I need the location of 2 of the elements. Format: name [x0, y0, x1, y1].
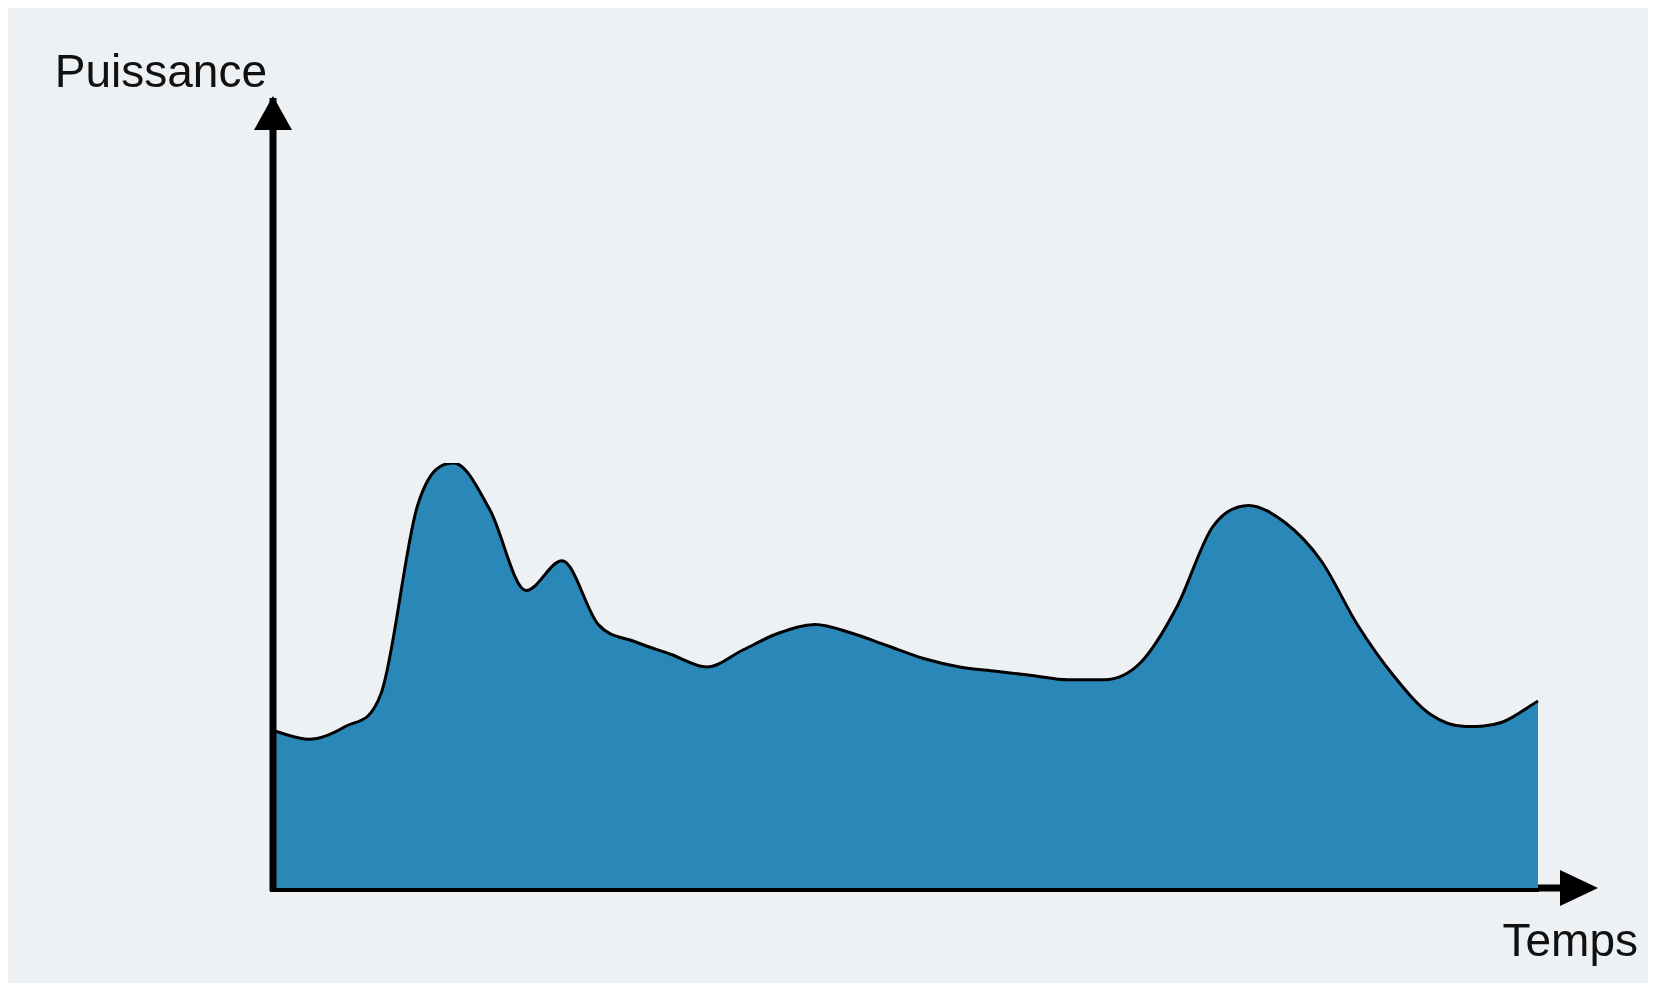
x-axis-title: Temps	[1502, 913, 1638, 967]
text: Puissance	[54, 44, 267, 98]
